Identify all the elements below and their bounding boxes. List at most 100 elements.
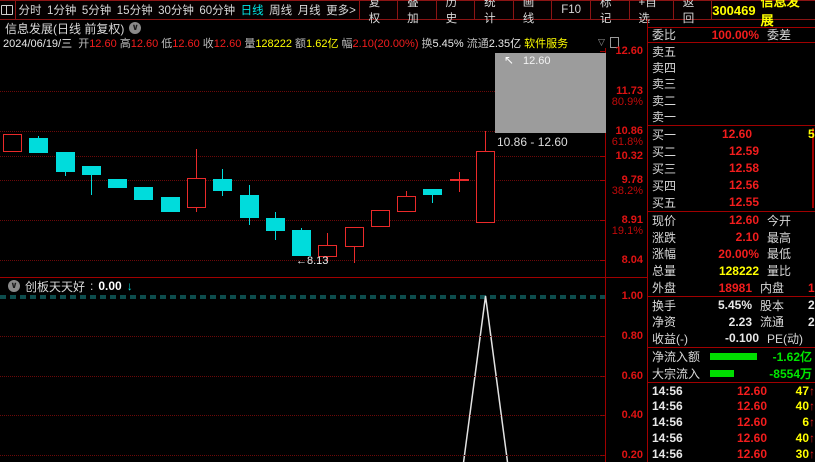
candle-upper-wick: [222, 169, 223, 179]
info-segment-label: 流通: [466, 37, 489, 50]
asks-row-3[interactable]: 卖二: [648, 92, 815, 108]
toolbar-button-2[interactable]: 历史: [437, 0, 476, 25]
candle-lower-wick: [249, 218, 250, 226]
ticks-row-4[interactable]: 14:56 12.60 30 ↑: [648, 446, 815, 462]
candle-lower-wick: [91, 175, 92, 195]
info-segment-6: 幅2.10(20.00%): [341, 35, 418, 51]
candle-12[interactable]: [318, 245, 337, 258]
candle-11[interactable]: [292, 230, 311, 256]
tick-price: 12.60: [736, 415, 767, 430]
indicator-header: ∨ 创板天天好 : 0.00 ↓: [8, 279, 133, 294]
tab-period-9[interactable]: 更多>: [326, 5, 356, 17]
bids-row-1[interactable]: 买二 12.59: [648, 143, 815, 160]
candle-17[interactable]: [450, 179, 469, 182]
panel-row-value: 128222: [718, 263, 759, 278]
candle-9[interactable]: [240, 194, 259, 219]
candle-0[interactable]: [3, 134, 22, 152]
tab-period-0[interactable]: 分时: [18, 5, 42, 17]
candle-14[interactable]: [371, 210, 390, 227]
low-price-annotation: ←8.13: [296, 255, 329, 267]
ticks-row-1[interactable]: 14:56 12.60 40 ↑: [648, 399, 815, 415]
tab-period-3[interactable]: 15分钟: [116, 5, 153, 17]
bids-row-3[interactable]: 买四 12.56: [648, 177, 815, 194]
bids-row-4[interactable]: 买五 12.55: [648, 194, 815, 211]
tab-period-4[interactable]: 30分钟: [158, 5, 194, 17]
notes-page-icon[interactable]: [609, 37, 619, 48]
candle-lower-wick: [354, 247, 355, 264]
price-gridline: [0, 180, 605, 182]
quote-row-4: 外盘 18981 内盘 1: [648, 279, 815, 296]
fundamental-row-1: 净资 2.23 流通 2: [648, 314, 815, 331]
tab-period-1[interactable]: 1分钟: [47, 5, 77, 17]
asks-row-2[interactable]: 卖三: [648, 76, 815, 92]
cursor-arrow-icon: ↖: [504, 53, 515, 67]
chevron-down-icon[interactable]: ∨: [129, 22, 142, 34]
selection-range-label: 10.86 - 12.60: [497, 135, 568, 149]
candle-7[interactable]: [187, 177, 206, 209]
bids-row-2[interactable]: 买三 12.58: [648, 160, 815, 177]
panel-row-label: 换手: [652, 298, 677, 313]
tab-period-5[interactable]: 60分钟: [199, 5, 236, 17]
indicator-gridline: [0, 455, 605, 456]
candle-upper-wick: [38, 136, 39, 139]
candle-4[interactable]: [108, 178, 127, 189]
ticks-row-0[interactable]: 14:56 12.60 47 ↑: [648, 383, 815, 399]
bids-row-0[interactable]: 买一 12.60 5: [648, 126, 815, 143]
tick-price: 12.60: [736, 446, 767, 461]
candlestick-chart[interactable]: ↖ 12.60 10.86 - 12.60 ←8.13: [0, 51, 606, 277]
ticks-row-3[interactable]: 14:56 12.60 40 ↑: [648, 430, 815, 446]
tab-period-6[interactable]: 日线: [240, 5, 264, 17]
toolbar-button-3[interactable]: 统计: [475, 0, 514, 25]
ticks-row-2[interactable]: 14:56 12.60 6 ↑: [648, 414, 815, 430]
chevron-down-icon[interactable]: ∨: [8, 280, 20, 292]
price-gridline: [0, 260, 605, 261]
axis-price-label: 8.04: [621, 254, 643, 266]
panel-top-line: [648, 27, 815, 28]
candle-10[interactable]: [266, 218, 285, 232]
candle-1[interactable]: [29, 138, 48, 154]
candle-16[interactable]: [423, 189, 442, 195]
toolbar-button-5[interactable]: F10: [552, 1, 592, 19]
indicator-value: 0.00: [98, 279, 122, 293]
candle-8[interactable]: [213, 178, 232, 192]
fundamental-row-0: 换手 5.45% 股本 2: [648, 297, 815, 314]
candle-13[interactable]: [345, 227, 364, 248]
asks-row-1[interactable]: 卖四: [648, 59, 815, 75]
asks-row-4[interactable]: 卖一: [648, 109, 815, 125]
info-segment-label: 低: [161, 37, 173, 50]
toolbar-button-7[interactable]: +自选: [630, 0, 674, 25]
axis-tick: [600, 51, 605, 52]
toolbar-button-8[interactable]: 返回: [674, 0, 713, 25]
toolbar-button-6[interactable]: 标记: [591, 0, 630, 25]
tab-period-2[interactable]: 5分钟: [81, 5, 112, 17]
asks-row-0[interactable]: 卖五: [648, 43, 815, 59]
dropdown-triangle-icon[interactable]: ▽: [598, 37, 605, 47]
candle-6[interactable]: [161, 197, 180, 213]
candle-18[interactable]: [476, 150, 495, 224]
panel-row-value: 12.59: [728, 144, 759, 159]
selection-box[interactable]: ↖ 12.60: [495, 53, 606, 133]
candle-5[interactable]: [134, 187, 153, 200]
info-segment-2: 低12.60: [161, 35, 200, 51]
candle-15[interactable]: [397, 196, 416, 213]
panel-row-label: 卖二: [652, 93, 677, 108]
toolbar-button-0[interactable]: 复权: [360, 0, 399, 25]
panel-section-weibi: 委比 100.00% 委差: [648, 27, 815, 43]
candle-2[interactable]: [56, 152, 75, 172]
toolbar-button-4[interactable]: 画线: [514, 0, 553, 25]
panel-row-value: -8554万: [769, 366, 812, 381]
tab-period-7[interactable]: 周线: [269, 5, 293, 17]
tick-volume: 47: [795, 383, 809, 398]
price-axis-line: [605, 48, 606, 462]
candle-3[interactable]: [82, 166, 101, 176]
panel-row-value2: 2: [808, 314, 815, 329]
split-window-button[interactable]: [0, 1, 16, 19]
info-segment-value: 12.60: [172, 37, 200, 50]
toolbar-button-1[interactable]: 叠加: [398, 0, 437, 25]
panel-row-label: 大宗流入: [652, 366, 701, 381]
price-gridline: [0, 90, 605, 92]
tab-period-8[interactable]: 月线: [297, 5, 321, 17]
toolbar: 分时 1分钟 5分钟 15分钟 30分钟 60分钟 日线 周线 月线 更多> 复权 叠加 历史 统计 画线…: [0, 0, 815, 28]
tick-price: 12.60: [736, 431, 767, 445]
indicator-chart[interactable]: [0, 294, 605, 462]
